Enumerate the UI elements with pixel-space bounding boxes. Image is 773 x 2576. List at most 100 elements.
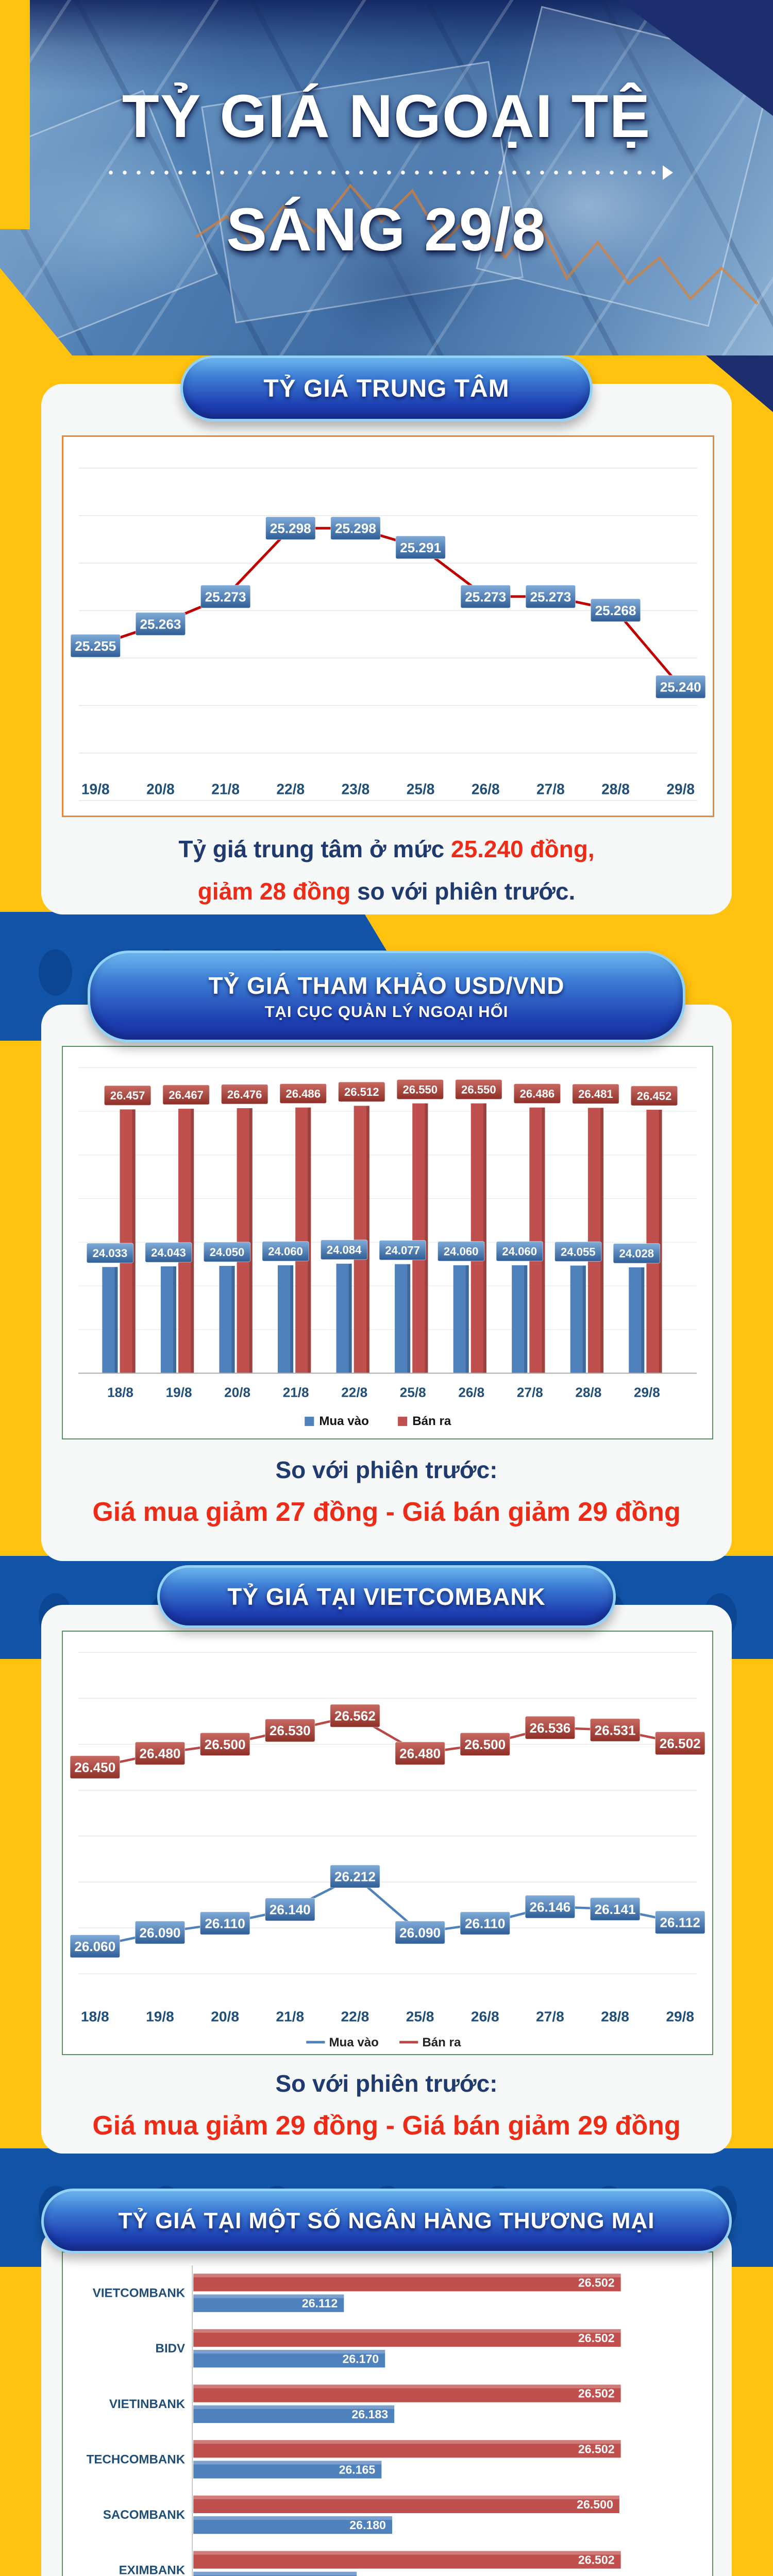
svg-text:26.450: 26.450	[74, 1759, 115, 1775]
svg-text:24.043: 24.043	[151, 1246, 186, 1259]
svg-text:26.170: 26.170	[343, 2352, 379, 2365]
svg-text:SACOMBANK: SACOMBANK	[103, 2508, 186, 2522]
svg-text:26.060: 26.060	[74, 1939, 115, 1954]
svg-text:26.536: 26.536	[529, 1720, 570, 1736]
svg-text:Bán ra: Bán ra	[422, 2036, 461, 2049]
caption-reference: So với phiên trước: Giá mua giảm 27 đồng …	[92, 1456, 681, 1527]
svg-text:26.550: 26.550	[461, 1083, 496, 1096]
svg-text:26.502: 26.502	[578, 2442, 615, 2455]
svg-text:26.180: 26.180	[349, 2518, 386, 2532]
card-commercial-banks: VIETCOMBANK 26.502 26.112 BIDV 26.502 26.170 V…	[41, 2228, 732, 2576]
svg-text:26.141: 26.141	[595, 1902, 636, 1917]
section-title-central: TỶ GIÁ TRUNG TÂM	[180, 355, 593, 421]
section-title-label: TỶ GIÁ TRUNG TÂM	[263, 375, 510, 402]
central-rate-chart-frame: 25.255 25.263 25.273 25.298 25.298 25.291 25.2…	[62, 435, 714, 817]
svg-text:21/8: 21/8	[211, 781, 240, 798]
svg-text:25.273: 25.273	[465, 589, 506, 604]
svg-text:24.060: 24.060	[502, 1245, 537, 1258]
svg-text:24.060: 24.060	[268, 1245, 303, 1258]
section-title-label: TỶ GIÁ TẠI MỘT SỐ NGÂN HÀNG THƯƠNG MẠI	[118, 2208, 655, 2233]
svg-text:24.055: 24.055	[561, 1245, 596, 1258]
svg-text:24.050: 24.050	[210, 1246, 245, 1259]
svg-text:26.550: 26.550	[402, 1083, 438, 1096]
svg-text:VIETINBANK: VIETINBANK	[109, 2397, 186, 2411]
svg-text:20/8: 20/8	[211, 2009, 239, 2025]
svg-text:Mua vào: Mua vào	[329, 2036, 378, 2049]
svg-text:25/8: 25/8	[407, 781, 435, 798]
svg-text:28/8: 28/8	[601, 781, 630, 798]
svg-text:26.502: 26.502	[578, 2276, 615, 2289]
section-title-label: TỶ GIÁ THAM KHẢO USD/VND	[208, 972, 565, 999]
card-reference-rate: 26.457 24.033 18/8 26.467 24.043 19/8 26.476 24…	[41, 1005, 732, 1561]
svg-text:29/8: 29/8	[666, 781, 695, 798]
svg-text:24.028: 24.028	[619, 1247, 654, 1260]
svg-text:29/8: 29/8	[666, 2009, 694, 2025]
svg-text:VIETCOMBANK: VIETCOMBANK	[93, 2286, 186, 2300]
svg-text:26.130: 26.130	[314, 2574, 350, 2576]
svg-text:22/8: 22/8	[341, 2009, 369, 2025]
svg-text:26.530: 26.530	[270, 1723, 311, 1738]
svg-text:28/8: 28/8	[575, 1385, 601, 1400]
svg-text:26.090: 26.090	[399, 1925, 441, 1940]
svg-text:26.146: 26.146	[529, 1899, 570, 1914]
svg-text:25/8: 25/8	[406, 2009, 434, 2025]
svg-text:26.467: 26.467	[169, 1089, 204, 1101]
svg-text:24.033: 24.033	[93, 1247, 128, 1260]
svg-text:24.077: 24.077	[385, 1244, 420, 1257]
svg-text:26.502: 26.502	[578, 2331, 615, 2345]
svg-text:25/8: 25/8	[400, 1385, 426, 1400]
svg-text:25.240: 25.240	[660, 679, 701, 694]
svg-text:BIDV: BIDV	[156, 2342, 186, 2355]
svg-text:22/8: 22/8	[276, 781, 305, 798]
reference-rate-bar-chart: 26.457 24.033 18/8 26.467 24.043 19/8 26.476 24…	[78, 1067, 697, 1428]
svg-text:29/8: 29/8	[634, 1385, 660, 1400]
banks-hbar-chart: VIETCOMBANK 26.502 26.112 BIDV 26.502 26.170 V…	[87, 2265, 621, 2576]
svg-text:26.502: 26.502	[660, 1736, 701, 1751]
svg-text:26.090: 26.090	[140, 1925, 181, 1940]
svg-text:19/8: 19/8	[81, 781, 110, 798]
svg-text:19/8: 19/8	[146, 2009, 174, 2025]
svg-text:26.140: 26.140	[270, 1902, 311, 1918]
caption-vietcombank: So với phiên trước: Giá mua giảm 29 đồng …	[92, 2070, 681, 2141]
svg-text:26.112: 26.112	[302, 2297, 338, 2310]
svg-text:26.481: 26.481	[578, 1088, 613, 1100]
svg-text:26.500: 26.500	[464, 1737, 506, 1752]
svg-text:26.502: 26.502	[578, 2553, 615, 2567]
section-title-reference: TỶ GIÁ THAM KHẢO USD/VND TẠI CỤC QUẢN LÝ…	[88, 951, 685, 1042]
svg-text:26/8: 26/8	[458, 1385, 484, 1400]
section-title-vietcombank: TỶ GIÁ TẠI VIETCOMBANK	[157, 1565, 616, 1628]
svg-text:26.452: 26.452	[637, 1090, 672, 1103]
svg-text:26.512: 26.512	[344, 1086, 379, 1098]
svg-text:25.263: 25.263	[140, 616, 181, 632]
section-title-banks: TỶ GIÁ TẠI MỘT SỐ NGÂN HÀNG THƯƠNG MẠI	[41, 2189, 732, 2253]
svg-text:TECHCOMBANK: TECHCOMBANK	[87, 2452, 186, 2466]
svg-text:26/8: 26/8	[472, 781, 500, 798]
section-subtitle-label: TẠI CỤC QUẢN LÝ NGOẠI HỐI	[264, 1003, 509, 1021]
svg-text:26.500: 26.500	[205, 1737, 246, 1752]
svg-text:22/8: 22/8	[341, 1385, 367, 1400]
svg-text:25.268: 25.268	[595, 603, 636, 618]
svg-text:18/8: 18/8	[107, 1385, 133, 1400]
svg-text:25.298: 25.298	[335, 521, 376, 536]
svg-text:26.165: 26.165	[339, 2463, 376, 2477]
svg-text:21/8: 21/8	[283, 1385, 309, 1400]
svg-text:21/8: 21/8	[276, 2009, 304, 2025]
svg-text:26.112: 26.112	[660, 1915, 700, 1930]
header-banner: TỶ GIÁ NGOẠI TỆ SÁNG 29/8	[0, 0, 773, 355]
svg-text:28/8: 28/8	[601, 2009, 629, 2025]
banks-chart-frame: VIETCOMBANK 26.502 26.112 BIDV 26.502 26.170 V…	[62, 2251, 713, 2576]
svg-text:Mua vào: Mua vào	[319, 1414, 368, 1428]
svg-text:Bán ra: Bán ra	[412, 1414, 451, 1428]
orange-chart-line-graphic	[196, 183, 759, 305]
svg-text:20/8: 20/8	[224, 1385, 250, 1400]
svg-text:26.212: 26.212	[334, 1869, 376, 1885]
vietcombank-chart-frame: 26.450 26.480 26.500 26.530 26.562 26.480 26.5…	[62, 1631, 713, 2055]
svg-text:26.480: 26.480	[399, 1746, 441, 1761]
svg-text:26.183: 26.183	[351, 2408, 388, 2421]
svg-text:25.291: 25.291	[400, 540, 441, 555]
svg-text:27/8: 27/8	[517, 1385, 543, 1400]
svg-text:23/8: 23/8	[342, 781, 370, 798]
dotted-arrow-icon	[108, 165, 673, 180]
svg-text:24.084: 24.084	[327, 1244, 362, 1257]
